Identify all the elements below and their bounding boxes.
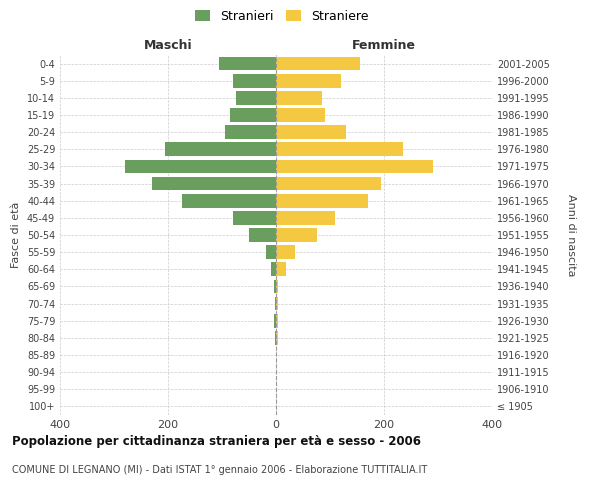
Bar [276,142,403,156]
Bar [276,314,278,328]
Text: Femmine: Femmine [352,38,416,52]
Bar [276,91,322,104]
Bar [230,108,276,122]
Bar [276,126,346,139]
Bar [274,314,276,328]
Legend: Stranieri, Straniere: Stranieri, Straniere [190,5,374,28]
Bar [276,228,317,242]
Bar [125,160,276,173]
Bar [276,211,335,224]
Bar [275,331,276,344]
Bar [276,56,360,70]
Bar [275,296,276,310]
Bar [182,194,276,207]
Bar [271,262,276,276]
Bar [233,211,276,224]
Bar [266,246,276,259]
Bar [276,246,295,259]
Bar [152,176,276,190]
Bar [276,108,325,122]
Bar [225,126,276,139]
Bar [166,142,276,156]
Bar [274,280,276,293]
Bar [276,331,278,344]
Bar [276,262,286,276]
Text: Maschi: Maschi [143,38,193,52]
Text: COMUNE DI LEGNANO (MI) - Dati ISTAT 1° gennaio 2006 - Elaborazione TUTTITALIA.IT: COMUNE DI LEGNANO (MI) - Dati ISTAT 1° g… [12,465,427,475]
Bar [276,176,382,190]
Bar [276,194,368,207]
Y-axis label: Fasce di età: Fasce di età [11,202,21,268]
Bar [249,228,276,242]
Y-axis label: Anni di nascita: Anni di nascita [566,194,577,276]
Bar [233,74,276,88]
Bar [276,160,433,173]
Bar [276,74,341,88]
Bar [276,280,278,293]
Text: Popolazione per cittadinanza straniera per età e sesso - 2006: Popolazione per cittadinanza straniera p… [12,435,421,448]
Bar [276,296,278,310]
Bar [235,91,276,104]
Bar [220,56,276,70]
